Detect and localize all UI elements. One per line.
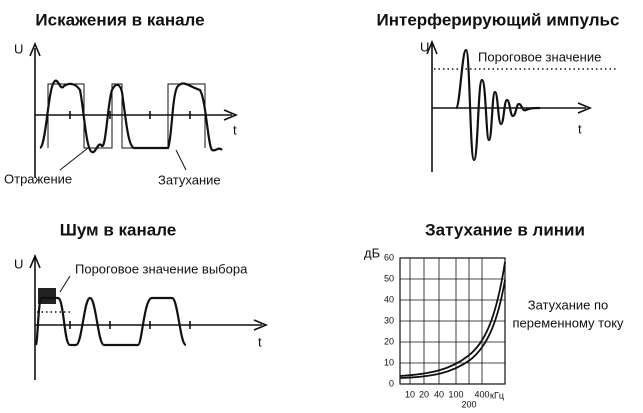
label: Отражение bbox=[4, 171, 72, 186]
y-tick-label: 10 bbox=[384, 357, 394, 367]
y-tick-label: 20 bbox=[384, 336, 394, 346]
axes bbox=[29, 253, 269, 380]
axis-label: дБ bbox=[364, 245, 380, 260]
leader bbox=[59, 275, 71, 293]
y-tick-label: 40 bbox=[384, 294, 394, 304]
panel-title: Затухание в линии bbox=[425, 220, 585, 239]
axis-label: U bbox=[420, 39, 429, 54]
axis-label: t bbox=[233, 122, 237, 137]
axes bbox=[426, 39, 593, 172]
y-tick-label: 50 bbox=[384, 273, 394, 283]
axis-label: кГц bbox=[490, 390, 504, 400]
x-tick-label: 200 bbox=[461, 399, 476, 409]
note: переменному току bbox=[512, 315, 624, 330]
noise bbox=[38, 288, 56, 304]
x-tick-label: 40 bbox=[434, 389, 444, 399]
x-tick-label: 400 bbox=[474, 389, 489, 399]
label: Пороговое значение выбора bbox=[75, 261, 248, 276]
distorted-signal bbox=[39, 79, 223, 154]
ideal-signal bbox=[47, 83, 206, 149]
y-tick-label: 30 bbox=[384, 315, 394, 325]
axis-label: U bbox=[14, 41, 23, 56]
panel-title: Шум в канале bbox=[60, 220, 177, 239]
note: Затухание по bbox=[528, 297, 609, 312]
y-tick-label: 0 bbox=[389, 378, 394, 388]
impulse bbox=[454, 48, 541, 162]
label: Пороговое значение bbox=[478, 49, 601, 64]
y-tick-label: 60 bbox=[384, 252, 394, 262]
axis-label: t bbox=[258, 334, 262, 349]
x-tick-label: 10 bbox=[405, 389, 415, 399]
axes bbox=[29, 41, 239, 178]
panel-title: Искажения в канале bbox=[35, 10, 204, 29]
attenuation-curve bbox=[399, 261, 506, 377]
axis-label: U bbox=[14, 256, 23, 271]
x-tick-label: 100 bbox=[448, 389, 463, 399]
noisy-signal bbox=[34, 296, 188, 347]
leader bbox=[59, 147, 187, 171]
label: Затухание bbox=[158, 172, 221, 187]
axis-label: t bbox=[578, 121, 582, 136]
x-tick-label: 20 bbox=[419, 389, 429, 399]
panel-title: Интерферирующий импульс bbox=[377, 10, 620, 29]
attenuation-curve bbox=[399, 279, 506, 379]
